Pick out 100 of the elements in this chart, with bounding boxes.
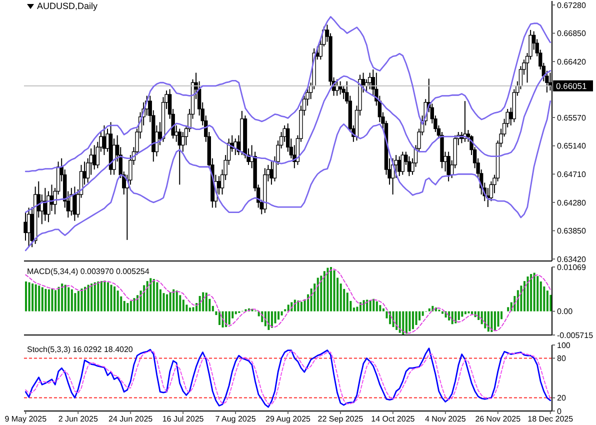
bar: [162, 293, 165, 312]
chart-title: AUDUSD,Daily: [37, 1, 98, 11]
bar: [110, 284, 112, 312]
bar: [451, 311, 454, 324]
bar: [152, 278, 155, 312]
y-tick-label: 0.66420: [557, 57, 586, 66]
line-series: [24, 100, 552, 252]
bar: [382, 308, 384, 312]
candlestick: [368, 72, 372, 90]
y-tick-label: 100: [557, 340, 571, 350]
y-tick-label: 0: [557, 406, 562, 416]
bar: [402, 311, 404, 335]
y-tick-label: 0.64710: [557, 170, 586, 179]
x-tick-label: 24 Jun 2025: [108, 414, 154, 424]
bar: [218, 311, 220, 325]
bar: [494, 311, 496, 330]
bar: [198, 296, 201, 312]
bar: [376, 301, 378, 312]
x-tick-label: 22 Sep 2025: [318, 414, 364, 424]
bar: [156, 282, 158, 312]
bar: [90, 284, 93, 312]
ref-line-label: 0.66051: [556, 80, 587, 91]
y-tick-label: 0.65140: [557, 142, 586, 151]
bar: [97, 281, 100, 312]
bar: [225, 311, 228, 328]
bar: [114, 286, 116, 312]
bar: [333, 270, 336, 312]
bar: [80, 288, 83, 312]
bar: [441, 311, 444, 314]
bar: [94, 282, 96, 312]
bar: [323, 271, 326, 312]
x-tick-label: 29 Aug 2025: [266, 414, 312, 424]
candlestick: [398, 156, 402, 177]
bar: [41, 287, 44, 312]
bar: [172, 289, 175, 312]
x-tick-label: 26 Nov 2025: [475, 414, 522, 424]
bar: [412, 311, 414, 330]
y-tick-label: 0.01069: [557, 262, 586, 272]
bar: [278, 311, 280, 320]
bar: [100, 281, 102, 312]
x-tick-label: 9 May 2025: [4, 414, 48, 424]
y-tick-label: 0.67280: [557, 0, 586, 10]
candlestick: [270, 161, 274, 186]
bar: [58, 286, 60, 312]
y-tick-label: 0.63850: [557, 226, 586, 236]
bar: [106, 282, 109, 312]
bar: [25, 281, 27, 312]
x-tick-label: 18 Dec 2025: [528, 414, 574, 424]
bar: [530, 274, 532, 312]
bar: [192, 307, 194, 312]
bar: [550, 294, 552, 312]
bar: [398, 311, 401, 333]
bar: [478, 311, 480, 320]
bar: [44, 288, 47, 312]
bar: [533, 272, 536, 312]
bar: [362, 300, 365, 312]
bar: [270, 311, 273, 328]
bar: [150, 278, 152, 312]
bar: [330, 267, 332, 312]
bar: [268, 311, 270, 330]
bar: [428, 308, 430, 312]
candlestick: [24, 212, 28, 242]
bar: [484, 311, 486, 328]
chart-title: Stoch(5,3,3) 16.0292 18.4020: [27, 345, 133, 354]
bar: [536, 276, 539, 312]
candlestick: [446, 151, 450, 182]
bar: [74, 293, 76, 312]
bar: [143, 285, 146, 312]
bar: [146, 281, 148, 312]
bar: [51, 288, 54, 312]
bar: [166, 294, 168, 312]
bar: [28, 282, 30, 312]
bar: [369, 300, 372, 312]
bar: [133, 298, 136, 312]
bar: [392, 311, 394, 328]
bar: [396, 311, 398, 330]
bar: [405, 311, 408, 334]
x-tick-label: 14 Oct 2025: [371, 414, 416, 424]
bar: [84, 286, 86, 312]
bar: [202, 292, 204, 312]
chart-title: MACD(5,34,4) 0.003970 0.005254: [27, 267, 150, 276]
bar: [526, 276, 529, 312]
x-tick-label: 16 Jul 2025: [162, 414, 204, 424]
bar: [130, 300, 132, 312]
y-tick-label: 20: [557, 394, 566, 403]
bar: [38, 286, 40, 312]
bar: [366, 300, 368, 312]
x-tick-label: 7 Aug 2025: [215, 414, 256, 424]
bar: [415, 311, 418, 325]
bar: [104, 280, 106, 312]
bar: [87, 284, 90, 312]
y-tick-label: -0.005715: [557, 330, 594, 340]
bar: [300, 302, 302, 312]
y-tick-label: 0.00: [557, 307, 574, 316]
line-series: [25, 268, 551, 334]
bar: [454, 311, 457, 324]
bar: [372, 298, 375, 312]
bar: [77, 291, 80, 312]
bar: [123, 300, 126, 312]
x-tick-label: 2 Jun 2025: [58, 414, 98, 424]
